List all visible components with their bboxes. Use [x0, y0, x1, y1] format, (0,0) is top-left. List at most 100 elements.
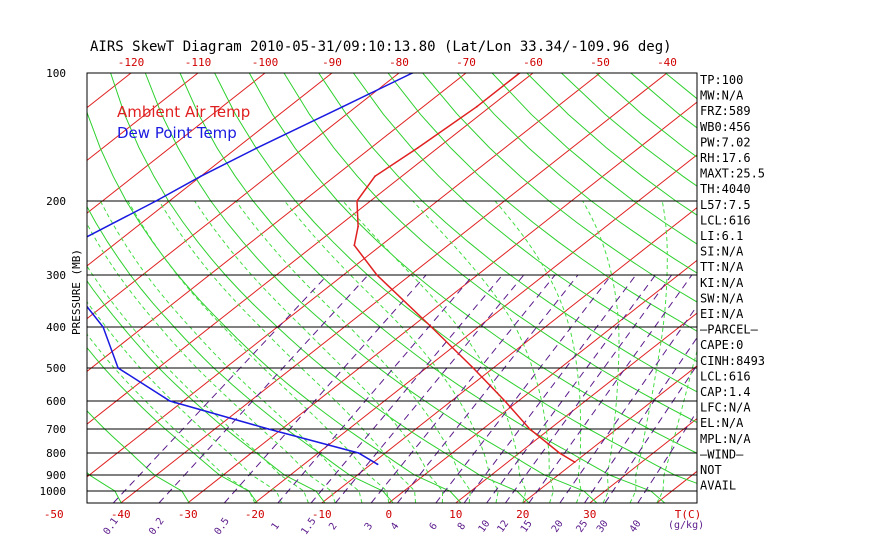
index-label: CAP:1.4 [700, 385, 751, 399]
data-point [357, 452, 360, 454]
dry-adiabat-line [283, 73, 697, 424]
bottom-temp-tick-label: 10 [449, 508, 462, 521]
data-point [374, 175, 376, 178]
index-label: LCL:616 [700, 213, 751, 227]
index-label: CAPE:0 [700, 338, 743, 352]
mixing-ratio-line [158, 274, 369, 503]
mixing-ratio-tick-label: 30 [595, 518, 611, 534]
mixing-ratio-tick-label: 4 [389, 521, 401, 532]
dry-adiabat-line [87, 410, 190, 503]
moist-adiabat-line [235, 200, 471, 503]
bottom-temp-tick-label: 30 [583, 508, 596, 521]
top-temp-tick-label: -90 [322, 56, 342, 69]
dry-adiabat-lines [0, 73, 870, 503]
moist-adiabat-line [87, 265, 309, 503]
mixing-ratio-tick-label: 20 [550, 518, 566, 534]
pressure-tick-label: 1000 [40, 485, 67, 498]
data-point [376, 274, 378, 276]
top-temp-tick-label: -60 [523, 56, 543, 69]
mixing-ratio-line [277, 274, 474, 503]
data-point [169, 400, 171, 402]
index-label: NOT [700, 463, 722, 477]
top-temp-tick-label: -50 [590, 56, 610, 69]
data-point [341, 105, 344, 108]
moist-adiabat-line [87, 222, 336, 503]
moist-adiabat-lines [87, 200, 697, 503]
moist-adiabat-line [127, 200, 390, 503]
ambient-air-temp-line [353, 73, 576, 463]
index-label: TP:100 [700, 73, 743, 87]
dry-adiabat-line [87, 280, 326, 503]
data-point [256, 147, 258, 149]
index-label: EL:N/A [700, 416, 744, 430]
mixing-ratio-line [486, 274, 656, 503]
legend-ambient-air-temp: Ambient Air Temp [117, 103, 250, 121]
dry-adiabat-line [839, 73, 870, 503]
pressure-tick-label: 700 [46, 423, 66, 436]
data-point [430, 326, 433, 328]
index-label: SI:N/A [700, 245, 744, 259]
bottom-temp-tick-label: 20 [516, 508, 529, 521]
top-temp-tick-label: -40 [657, 56, 677, 69]
dry-adiabat-line [422, 73, 697, 303]
dry-adiabat-line [804, 73, 870, 503]
top-temp-tick-label: -120 [118, 56, 145, 69]
dry-adiabat-line [387, 73, 697, 332]
index-label: TT:N/A [700, 260, 744, 274]
pressure-tick-label: 900 [46, 469, 66, 482]
dry-adiabat-line [735, 73, 870, 503]
mixing-ratio-line [559, 305, 697, 503]
isotherm-line [187, 101, 697, 503]
dry-adiabat-line [87, 110, 462, 503]
pressure-tick-label: 100 [46, 67, 66, 80]
index-label: AVAIL [700, 479, 736, 493]
index-label: MAXT:25.5 [700, 167, 765, 181]
top-temp-tick-label: -80 [389, 56, 409, 69]
data-point [155, 200, 157, 202]
data-point [102, 326, 104, 328]
index-label: LFC:N/A [700, 401, 751, 415]
dry-adiabat-line [87, 471, 122, 503]
dry-adiabat-line [526, 73, 697, 216]
dry-adiabat-line [110, 73, 530, 503]
isotherm-line [87, 73, 400, 320]
index-label: CINH:8493 [700, 354, 765, 368]
pressure-tick-label: 400 [46, 321, 66, 334]
mixing-ratio-line [463, 274, 637, 503]
dry-adiabat-line [179, 73, 666, 503]
isotherm-line [87, 73, 333, 267]
index-label: WB0:456 [700, 120, 751, 134]
mixing-ratio-line [505, 274, 673, 503]
mixing-ratio-line [528, 274, 693, 503]
top-temp-tick-label: -100 [252, 56, 279, 69]
mixing-ratio-tick-label: 0.2 [147, 516, 166, 537]
mixing-ratio-line [397, 274, 579, 503]
data-point [376, 463, 379, 466]
mixing-ratio-tick-label: 1 [270, 521, 282, 532]
index-label: TH:4040 [700, 182, 751, 196]
index-label: KI:N/A [700, 276, 744, 290]
moist-adiabat-line [99, 200, 363, 503]
isotherm-line [87, 73, 534, 425]
dry-adiabat-line [0, 73, 53, 503]
moist-adiabat-line [412, 200, 555, 503]
moist-adiabat-line [582, 200, 620, 503]
data-point [267, 428, 270, 430]
data-point [199, 175, 202, 178]
dry-adiabat-line [318, 73, 697, 393]
moist-adiabat-line [158, 200, 417, 503]
data-point [472, 367, 475, 369]
mixing-ratio-unit: (g/kg) [668, 520, 704, 531]
data-point [356, 200, 358, 202]
pressure-tick-label: 300 [46, 269, 66, 282]
index-label: SW:N/A [700, 291, 744, 305]
pressure-tick-label: 800 [46, 447, 66, 460]
isobar-lines [87, 72, 697, 492]
data-point [558, 452, 561, 454]
mixing-ratio-tick-label: 3 [363, 521, 375, 532]
index-label: RH:17.6 [700, 151, 751, 165]
dry-adiabat-line [352, 73, 697, 363]
